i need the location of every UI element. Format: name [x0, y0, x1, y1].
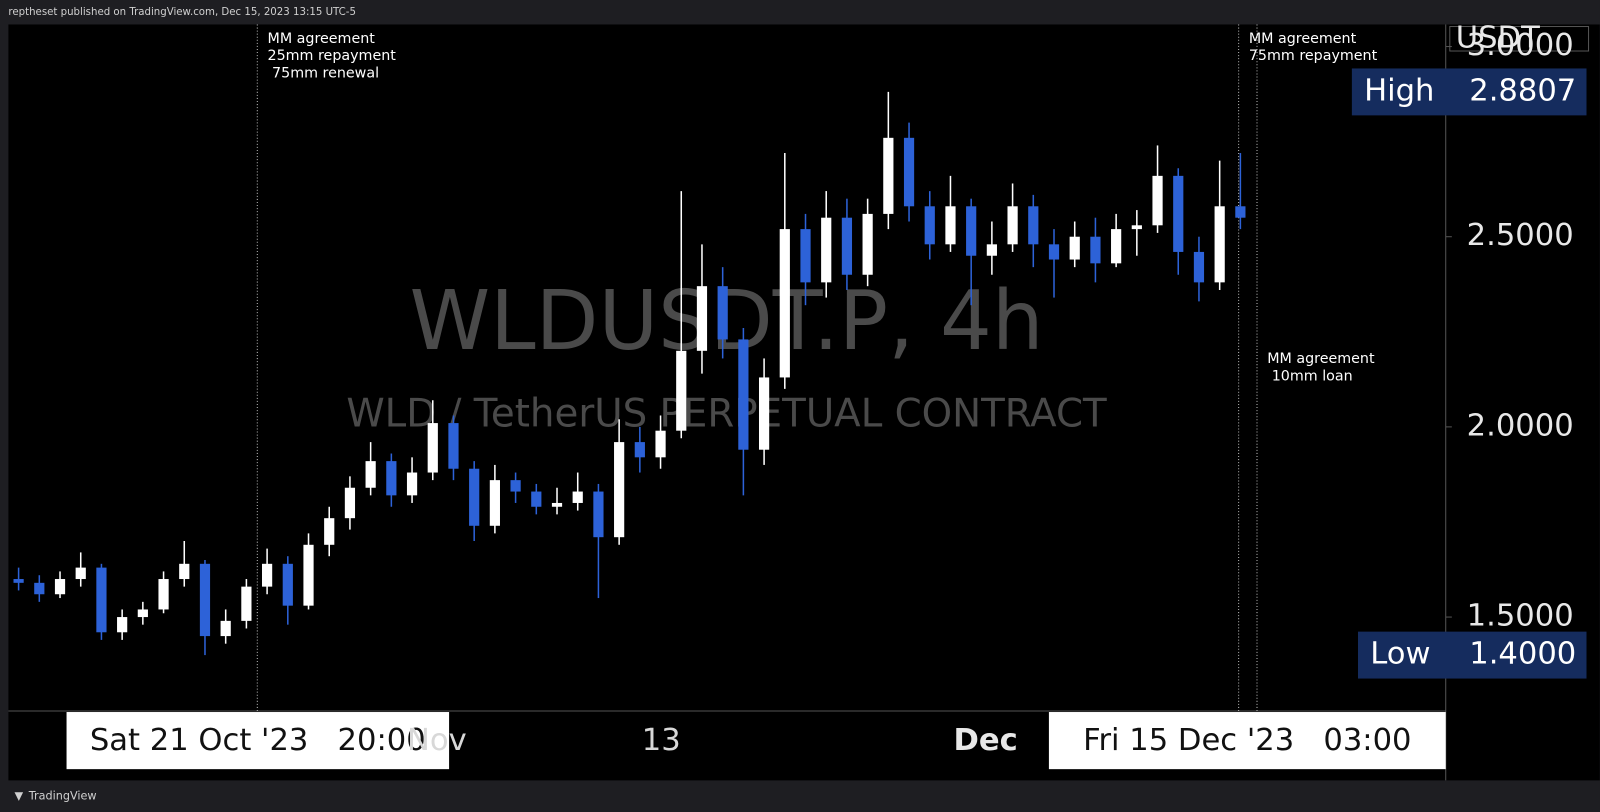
candle-body [1028, 206, 1039, 245]
candle-body [862, 213, 873, 275]
candle-body [1111, 229, 1122, 264]
candle-body [220, 620, 231, 637]
currency-box [1449, 26, 1590, 52]
candle-body [531, 491, 542, 507]
candle-body [489, 480, 500, 526]
candle-body [406, 472, 418, 496]
marker-value: 1.4000 [1469, 637, 1576, 672]
candle-body [883, 137, 894, 214]
annotation: MM agreement [268, 31, 376, 47]
candle-body [572, 491, 583, 503]
candle-body [324, 518, 335, 545]
candle-body [158, 579, 169, 610]
candle-body [13, 579, 24, 583]
candle-body [945, 206, 956, 245]
crosshair-label: Fri 15 Dec '23 03:00 [1083, 723, 1411, 758]
y-tick-label: 1.5000 [1467, 599, 1574, 634]
candle-body [841, 217, 853, 275]
candle-body [1193, 251, 1205, 283]
overlay: Sat 21 Oct '23 20:00 Fri 15 Dec '23 03:00… [66, 20, 1590, 770]
watermark-subtitle: WLD / TetherUS PERPETUAL CONTRACT [346, 392, 1107, 437]
annotation: 25mm repayment [268, 48, 397, 64]
candle-body [614, 442, 625, 538]
candle-body [261, 563, 273, 587]
x-tick-label: 13 [642, 723, 681, 758]
candle-body [1090, 236, 1101, 264]
candle-body [386, 461, 397, 496]
candle-body [199, 563, 211, 637]
annotation: 10mm loan [1267, 368, 1353, 384]
marker-name: Low [1370, 637, 1430, 672]
y-tick-label: 2.0000 [1467, 408, 1574, 443]
candle-body [34, 582, 45, 595]
crosshair-box [66, 712, 450, 770]
candle-body [593, 491, 604, 538]
candle-body [54, 579, 66, 595]
candle-body [634, 442, 645, 458]
candle-body [800, 229, 811, 283]
marker-name: High [1364, 73, 1434, 108]
candle-body [241, 586, 252, 621]
candle-body [655, 430, 666, 458]
candle-body [1214, 206, 1225, 283]
annotation: 75mm renewal [268, 65, 380, 81]
candle-body [469, 468, 480, 526]
y-tick-label: 2.5000 [1467, 218, 1574, 253]
header: reptheset published on TradingView.com, … [8, 7, 356, 18]
candle-body [1131, 225, 1142, 230]
marker-box [1351, 68, 1587, 116]
candle-body [758, 377, 770, 450]
annotation: MM agreement [1249, 31, 1357, 47]
candle-body [1048, 244, 1060, 260]
candle-body [448, 423, 459, 469]
candle-body [551, 502, 563, 507]
candle-body [510, 480, 521, 492]
marker-box [1357, 631, 1587, 679]
candle-body [1152, 175, 1163, 226]
currency-label: USDT [1456, 20, 1540, 55]
candle-body [179, 563, 190, 580]
candle-body [137, 609, 148, 618]
candle-body [365, 461, 376, 488]
candle-body [1173, 175, 1184, 252]
crosshair-label: Sat 21 Oct '23 20:00 [90, 723, 426, 758]
annotation: 75mm repayment [1249, 48, 1378, 64]
candle-body [717, 286, 728, 340]
candle-body [344, 487, 356, 519]
candle-body [282, 563, 293, 606]
footer: TradingView [28, 790, 97, 803]
candle-body [1007, 206, 1018, 245]
candle-body [986, 244, 997, 256]
candle-body [96, 567, 107, 633]
candle-body [676, 350, 687, 431]
marker-value: 2.8807 [1469, 73, 1576, 108]
footer-logo: ▼ [15, 790, 24, 803]
candle-body [821, 217, 832, 283]
candle-body [427, 423, 438, 473]
candle-body [779, 229, 790, 378]
x-tick-label: Dec [954, 723, 1018, 758]
candle-body [924, 206, 935, 245]
candle-body [75, 567, 86, 580]
annotation: MM agreement [1267, 351, 1375, 367]
crosshair-box [1048, 712, 1446, 770]
x-tick-label: Nov [407, 723, 467, 758]
candle-body [1235, 206, 1246, 218]
candle-body [1069, 236, 1080, 260]
candles [13, 91, 1246, 656]
candle-body [903, 137, 915, 207]
candle-body [966, 206, 977, 256]
candle-body [738, 339, 749, 450]
y-tick-label: 3.0000 [1467, 28, 1574, 63]
candle-body [117, 617, 128, 633]
candle-body [696, 286, 708, 351]
candle-body [303, 544, 314, 606]
